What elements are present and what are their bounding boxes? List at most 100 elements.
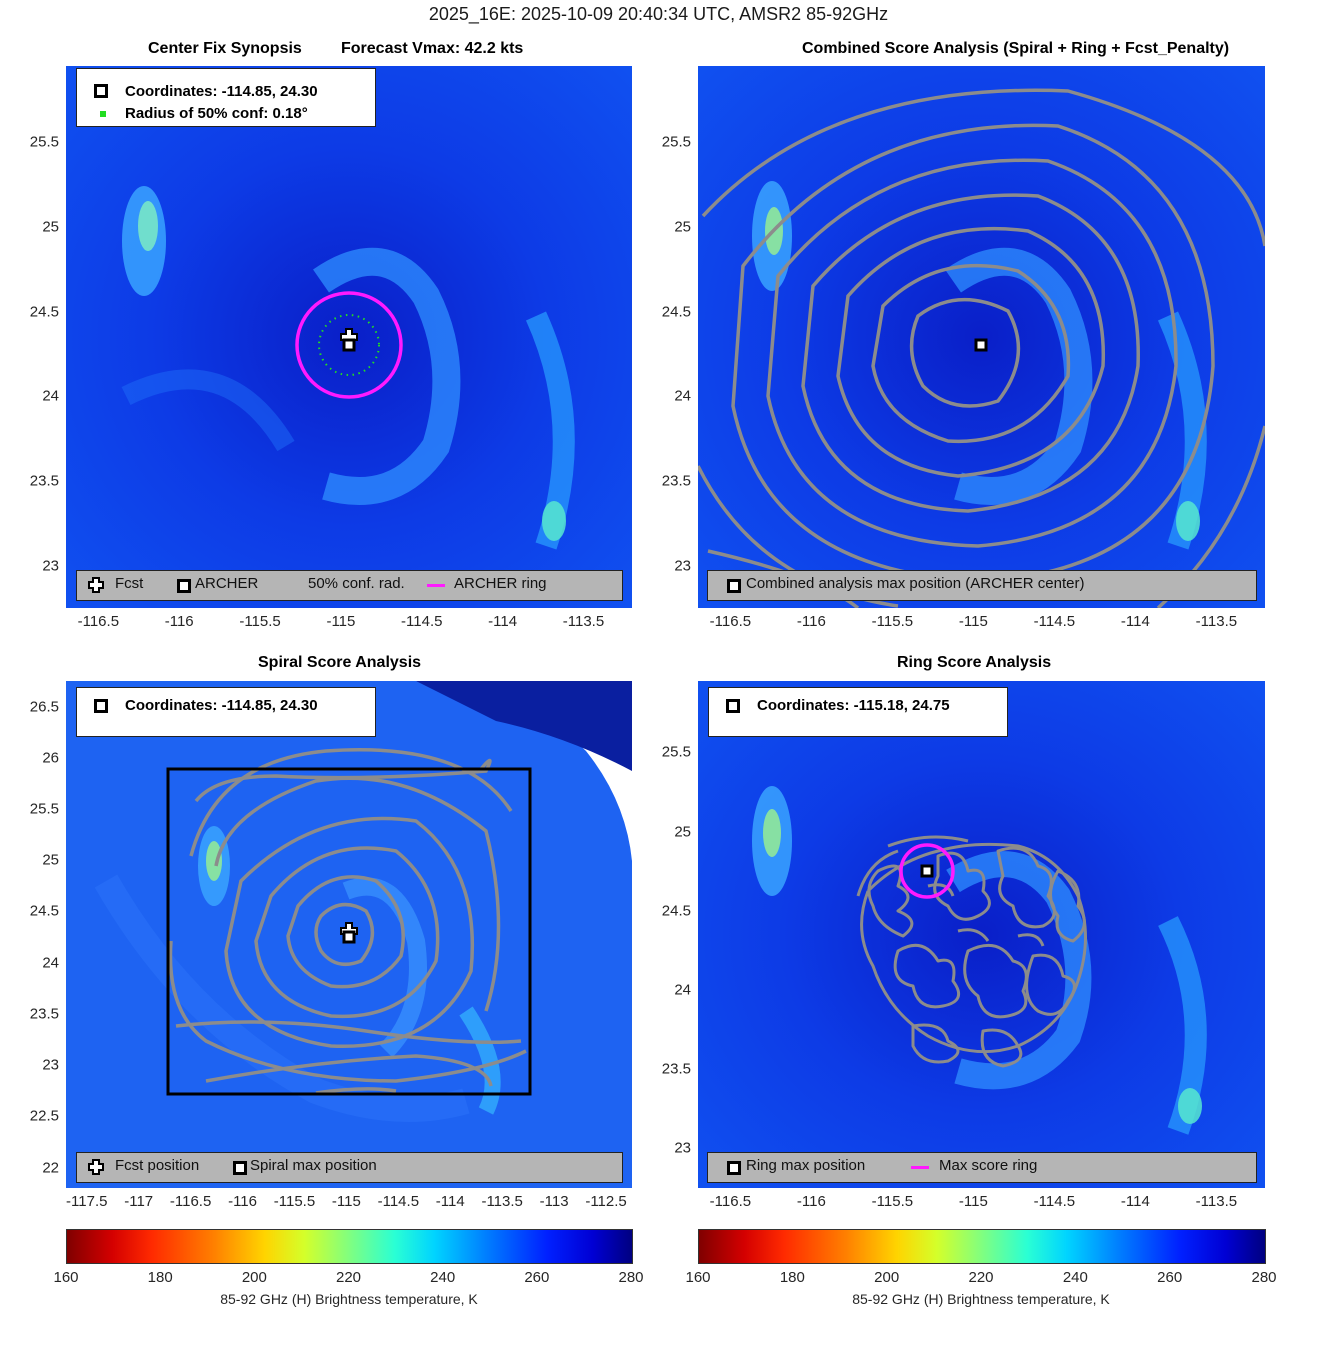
spiral-contour <box>315 1087 397 1095</box>
spiral-coordinates: Coordinates: -114.85, 24.30 <box>125 697 318 714</box>
synopsis-info-box: Coordinates: -114.85, 24.30 Radius of 50… <box>76 68 376 127</box>
y-tick-label: 25.5 <box>661 133 691 151</box>
ring-coordinates: Coordinates: -115.18, 24.75 <box>757 697 950 714</box>
spiral-contour <box>314 902 375 967</box>
y-tick-label: 25.5 <box>29 133 59 151</box>
x-tick-label: -114.5 <box>1033 1193 1076 1210</box>
square-marker-icon <box>726 699 740 713</box>
combined-contour <box>871 264 1071 444</box>
colorbar-right-label: 85-92 GHz (H) Brightness temperature, K <box>852 1291 1110 1307</box>
colorbar-tick-label: 180 <box>779 1269 805 1286</box>
spiral-contour <box>194 758 492 803</box>
y-tick-label: 23 <box>674 1139 691 1157</box>
spiral-search-box <box>166 767 532 1096</box>
y-tick-label: 24 <box>42 954 59 972</box>
legend-fcst-position: Fcst position <box>115 1157 200 1174</box>
cross-marker-icon <box>88 1159 104 1175</box>
x-tick-label: -114 <box>1120 613 1150 630</box>
combined-contour <box>801 193 1140 513</box>
combined-contour <box>766 158 1178 548</box>
combined-contour <box>836 226 1106 478</box>
magenta-line-icon <box>427 584 445 587</box>
colorbar-tick-label: 280 <box>618 1269 644 1286</box>
spiral-map: Coordinates: -114.85, 24.30 Fcst positio… <box>66 681 632 1188</box>
x-tick-label: -114 <box>488 613 518 630</box>
spiral-contour <box>175 1020 522 1044</box>
y-tick-label: 23 <box>674 557 691 575</box>
x-tick-label: -114 <box>435 1193 465 1210</box>
x-tick-label: -113.5 <box>481 1193 523 1210</box>
x-tick-label: -114.5 <box>1033 613 1076 630</box>
colorbar-tick-label: 160 <box>53 1269 79 1286</box>
y-tick-label: 25 <box>42 218 59 236</box>
x-tick-label: -116.5 <box>169 1193 212 1210</box>
combined-title: Combined Score Analysis (Spiral + Ring +… <box>802 40 1230 57</box>
conf-radius <box>318 314 380 376</box>
x-tick-label: -116.5 <box>709 613 752 630</box>
ring-legend: Ring max position Max score ring <box>707 1152 1257 1183</box>
x-tick-label: -116 <box>796 613 826 630</box>
y-tick-label: 24.5 <box>29 303 59 321</box>
x-tick-label: -113.5 <box>1195 1193 1238 1210</box>
ring-contour <box>933 851 991 921</box>
spiral-legend: Fcst position Spiral max position <box>76 1152 623 1183</box>
synopsis-plot <box>66 66 632 608</box>
x-tick-label: -113 <box>539 1193 569 1210</box>
ring-plot <box>698 681 1265 1188</box>
legend-conf: 50% conf. rad. <box>308 575 405 592</box>
combined-contour <box>909 297 1021 408</box>
x-tick-label: -117.5 <box>66 1193 108 1210</box>
colorbar-tick-label: 220 <box>968 1269 994 1286</box>
x-tick-label: -115.5 <box>239 613 281 630</box>
spiral-contour <box>168 940 527 1083</box>
square-marker-icon <box>177 579 191 593</box>
square-marker-icon <box>94 84 108 98</box>
y-tick-label: 23 <box>42 1056 59 1074</box>
x-tick-label: -113.5 <box>1195 613 1238 630</box>
legend-ring: ARCHER ring <box>454 575 547 592</box>
legend-archer: ARCHER <box>195 575 259 592</box>
spiral-contours <box>168 748 527 1095</box>
ring-features <box>752 786 1207 1135</box>
combined-max-marker <box>974 338 988 352</box>
x-tick-label: -116 <box>164 613 194 630</box>
spiral-title: Spiral Score Analysis <box>258 654 422 671</box>
colorbar-tick-label: 260 <box>1157 1269 1183 1286</box>
colorbar-tick-label: 180 <box>147 1269 173 1286</box>
colorbar-tick-label: 240 <box>1062 1269 1088 1286</box>
spiral-info-box: Coordinates: -114.85, 24.30 <box>76 687 376 737</box>
x-tick-label: -114 <box>1120 1193 1150 1210</box>
ring-contour <box>963 943 1028 1019</box>
colorbar-tick-label: 260 <box>524 1269 550 1286</box>
ring-contour <box>893 943 961 1009</box>
y-tick-label: 24 <box>674 981 691 999</box>
x-tick-label: -115 <box>958 1193 988 1210</box>
x-tick-label: -116 <box>228 1193 258 1210</box>
colorbar-tick-label: 200 <box>241 1269 267 1286</box>
colorbar-tick-label: 200 <box>874 1269 900 1286</box>
figure-title: 2025_16E: 2025-10-09 20:40:34 UTC, AMSR2… <box>428 4 889 24</box>
synopsis-radius: Radius of 50% conf: 0.18° <box>125 105 308 122</box>
x-tick-label: -115 <box>331 1193 361 1210</box>
ring-title: Ring Score Analysis <box>897 654 1052 671</box>
colorbar-tick-label: 280 <box>1251 1269 1277 1286</box>
x-tick-label: -116.5 <box>709 1193 752 1210</box>
x-tick-label: -115 <box>326 613 356 630</box>
green-dot-icon <box>100 111 106 117</box>
combined-map: Combined analysis max position (ARCHER c… <box>698 66 1265 608</box>
colorbar-right <box>698 1229 1266 1264</box>
colorbar-tick-label: 240 <box>430 1269 456 1286</box>
spiral-max-marker <box>342 930 356 944</box>
square-marker-icon <box>233 1161 247 1175</box>
synopsis-map: Coordinates: -114.85, 24.30 Radius of 50… <box>66 66 632 608</box>
x-tick-label: -115.5 <box>871 613 914 630</box>
y-tick-label: 23.5 <box>29 1005 59 1023</box>
ring-contour <box>996 846 1056 929</box>
y-tick-label: 25.5 <box>661 743 691 761</box>
x-tick-label: -117 <box>124 1193 154 1210</box>
magenta-line-icon <box>911 1166 929 1169</box>
y-tick-label: 23.5 <box>29 472 59 490</box>
y-tick-label: 25 <box>42 851 59 869</box>
y-tick-label: 24 <box>674 387 691 405</box>
colorbar-tick-label: 160 <box>685 1269 711 1286</box>
